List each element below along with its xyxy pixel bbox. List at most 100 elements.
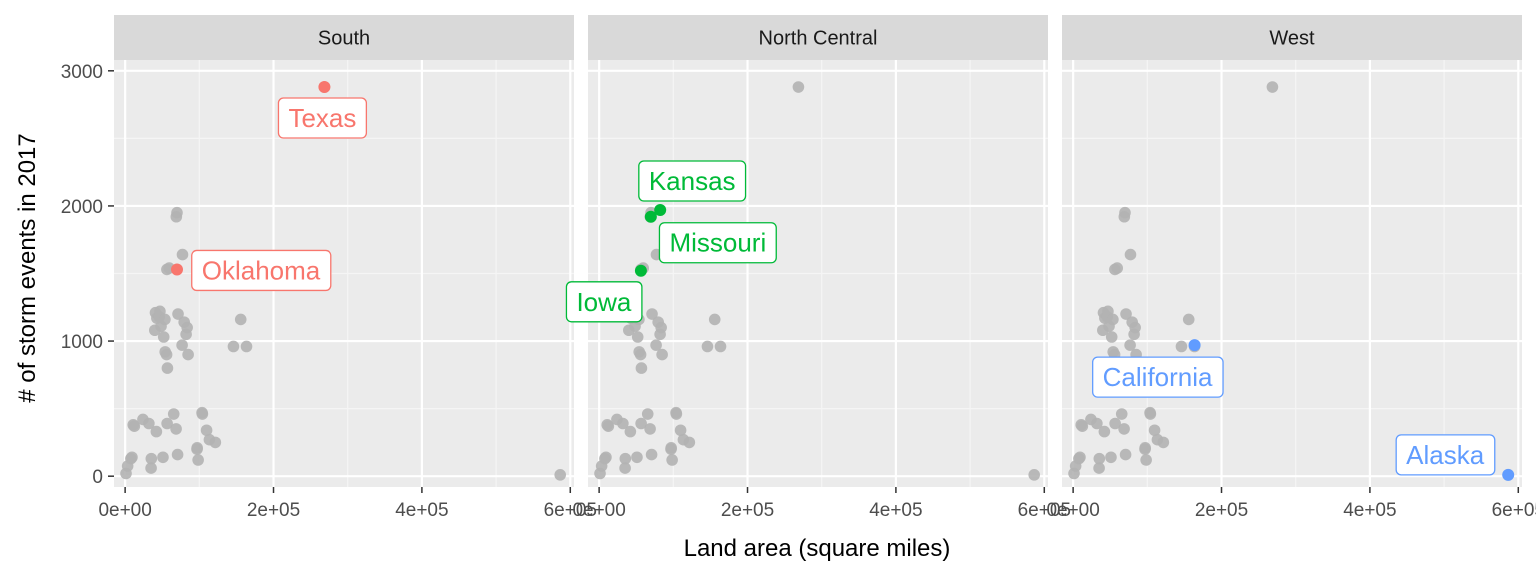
background-point: [1105, 451, 1117, 464]
background-point: [701, 340, 714, 353]
background-point: [674, 424, 687, 437]
highlight-point: [1188, 339, 1201, 352]
background-point: [624, 425, 637, 438]
background-point: [157, 451, 169, 464]
point-label-box: [1395, 434, 1496, 476]
point-label-kansas: Kansas: [638, 160, 747, 202]
highlight-point: [644, 210, 657, 223]
x-tick-label: 0e+00: [98, 500, 151, 521]
background-point: [617, 417, 629, 430]
point-label-text: Texas: [288, 103, 356, 133]
x-tick-label: 0e+00: [572, 500, 625, 521]
point-label-alaska: Alaska: [1395, 434, 1496, 476]
background-point: [176, 339, 188, 351]
background-point: [191, 442, 203, 454]
background-point: [1175, 340, 1188, 353]
panels-layer: South Texas Oklahoma North Central Kansas Mis…: [114, 15, 1522, 487]
background-point: [714, 340, 727, 353]
background-point: [1074, 451, 1086, 464]
background-point: [1111, 262, 1123, 274]
point-label-box: [565, 281, 643, 323]
background-point: [1182, 313, 1195, 326]
background-point: [1266, 81, 1279, 93]
background-point: [1093, 462, 1105, 474]
point-label-california: California: [1092, 356, 1224, 398]
background-point: [1091, 417, 1103, 430]
background-point: [159, 313, 171, 326]
point-label-text: Oklahoma: [202, 255, 321, 285]
background-point: [200, 424, 213, 437]
highlight-point: [318, 81, 331, 94]
background-point: [209, 436, 222, 449]
background-point: [128, 420, 141, 432]
background-point: [1120, 308, 1132, 320]
background-point: [171, 206, 183, 219]
background-point: [167, 408, 180, 420]
point-label-texas: Texas: [277, 97, 368, 139]
point-label-missouri: Missouri: [658, 222, 777, 264]
facet-strip-label: North Central: [759, 28, 878, 50]
background-point: [192, 454, 204, 466]
background-point: [602, 420, 615, 432]
background-point: [554, 469, 566, 481]
facet-strip-label: South: [318, 28, 370, 50]
background-point: [655, 321, 667, 334]
background-point: [644, 423, 656, 435]
background-point: [1109, 417, 1121, 430]
facet-strip-label: West: [1269, 28, 1315, 50]
background-point: [157, 331, 170, 343]
background-point: [1124, 248, 1137, 261]
point-label-text: Alaska: [1406, 440, 1485, 470]
background-point: [181, 321, 193, 334]
x-tick-label: 6e+05: [1492, 500, 1536, 521]
point-label-text: Iowa: [576, 287, 631, 317]
background-point: [646, 308, 658, 320]
y-tick-label: 0: [92, 467, 103, 488]
background-point: [665, 442, 677, 454]
background-point: [1107, 313, 1119, 326]
x-tick-label: 6e+05: [1018, 500, 1071, 521]
background-point: [1139, 442, 1151, 454]
background-point: [1119, 206, 1131, 219]
x-tick-label: 4e+05: [869, 500, 922, 521]
point-label-text: California: [1103, 362, 1213, 392]
background-point: [641, 408, 654, 420]
background-point: [171, 448, 184, 461]
background-point: [1144, 408, 1157, 420]
background-point: [634, 348, 647, 361]
x-tick-label: 4e+05: [395, 500, 448, 521]
background-point: [240, 340, 253, 353]
background-point: [708, 313, 721, 326]
background-point: [670, 408, 683, 420]
background-point: [161, 417, 173, 430]
background-point: [160, 348, 173, 361]
facet-strip: [588, 15, 1048, 60]
background-point: [234, 313, 247, 326]
x-tick-label: 2e+05: [721, 500, 774, 521]
x-tick-label: 4e+05: [1343, 500, 1396, 521]
y-tick-label: 1000: [61, 332, 103, 353]
background-point: [150, 425, 163, 438]
background-point: [145, 462, 157, 474]
highlight-point: [170, 263, 183, 276]
background-point: [792, 81, 805, 93]
x-tick-label: 2e+05: [1195, 500, 1248, 521]
background-point: [683, 436, 696, 449]
background-point: [1093, 452, 1106, 465]
background-point: [161, 362, 174, 374]
background-point: [143, 417, 155, 430]
background-point: [1129, 321, 1141, 334]
background-point: [631, 451, 643, 464]
background-point: [1028, 469, 1040, 481]
background-point: [1076, 420, 1089, 432]
background-point: [631, 331, 644, 343]
x-tick-label: 0e+00: [1046, 500, 1099, 521]
facet-panel-south: South Texas Oklahoma: [114, 15, 574, 487]
y-axis-title: # of storm events in 2017: [14, 133, 41, 402]
background-point: [196, 408, 209, 420]
facet-strip: [114, 15, 574, 60]
background-point: [172, 308, 184, 320]
background-point: [182, 348, 194, 361]
